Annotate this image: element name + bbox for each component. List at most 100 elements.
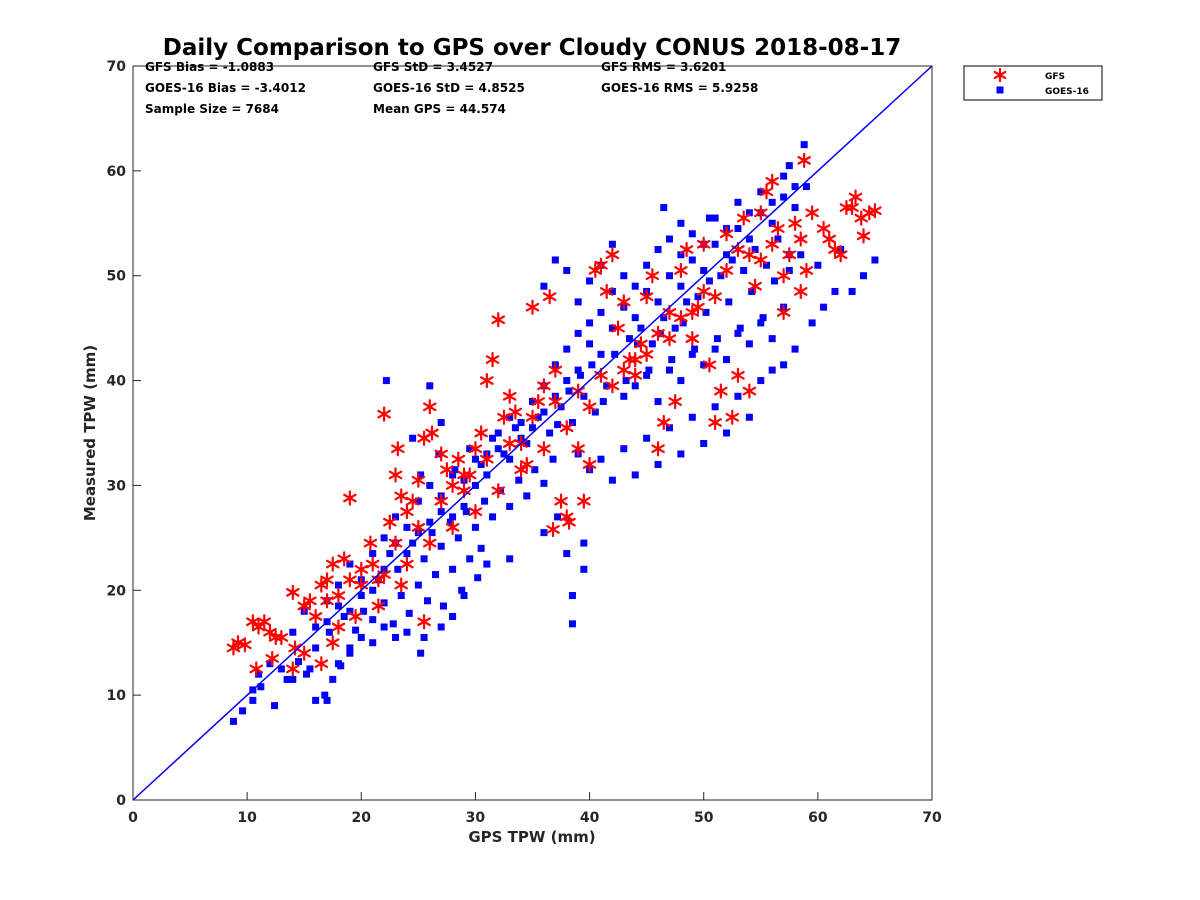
goes16-point xyxy=(860,272,868,280)
goes16-point xyxy=(768,366,776,374)
gfs-point xyxy=(257,614,272,630)
goes16-point xyxy=(382,377,390,385)
goes16-point xyxy=(409,434,417,442)
goes16-point xyxy=(711,345,719,353)
goes16-point xyxy=(654,246,662,253)
goes16-point xyxy=(634,340,642,348)
gfs-point xyxy=(445,477,460,494)
goes16-point xyxy=(677,282,685,290)
gfs-point xyxy=(394,488,408,504)
goes16-point xyxy=(677,219,685,227)
gfs-point xyxy=(776,268,791,284)
goes16-point xyxy=(671,324,679,332)
goes16-point xyxy=(529,398,536,406)
gfs-point xyxy=(742,247,757,263)
gfs-point xyxy=(514,462,528,478)
goes16-point xyxy=(688,350,696,358)
goes16-point xyxy=(637,324,645,332)
goes16-point xyxy=(728,256,736,264)
goes16-point xyxy=(494,429,502,437)
goes16-point xyxy=(449,471,457,479)
goes16-point xyxy=(734,225,742,233)
goes16-point xyxy=(289,628,297,636)
gfs-point xyxy=(388,467,403,483)
goes16-point xyxy=(449,513,457,521)
goes16-point xyxy=(540,282,548,290)
goes16-point xyxy=(586,277,594,285)
gfs-point xyxy=(480,451,494,467)
goes16-point xyxy=(325,628,333,636)
goes16-point xyxy=(705,214,713,222)
gfs-point xyxy=(434,446,448,462)
gfs-point xyxy=(742,383,757,399)
gfs-point xyxy=(331,587,346,604)
goes16-point xyxy=(734,329,742,337)
gfs-point xyxy=(645,268,660,284)
gfs-point xyxy=(383,514,397,530)
gfs-point xyxy=(274,629,289,646)
goes16-point xyxy=(757,188,765,196)
goes16-point xyxy=(848,287,856,295)
goes16-point xyxy=(312,696,320,704)
goes16-point xyxy=(808,319,816,327)
goes16-point xyxy=(668,356,676,364)
goes16-point xyxy=(665,424,673,432)
gfs-point xyxy=(605,247,620,263)
goes16-point xyxy=(751,246,759,253)
goes16-point xyxy=(517,419,525,427)
goes16-point xyxy=(711,214,719,222)
gfs-point xyxy=(423,535,437,551)
gfs-point xyxy=(639,346,654,362)
goes16-point xyxy=(414,581,422,589)
goes16-point xyxy=(705,277,713,285)
goes16-point xyxy=(283,675,291,683)
goes16-point xyxy=(723,429,731,437)
goes16-point xyxy=(725,298,733,306)
goes16-point xyxy=(563,550,571,558)
gfs-point xyxy=(308,608,323,625)
goes16-point xyxy=(800,141,808,149)
gfs-point xyxy=(562,514,576,530)
gfs-point xyxy=(400,504,414,520)
goes16-point xyxy=(831,287,839,295)
goes16-point xyxy=(631,382,639,390)
gfs-point xyxy=(531,393,545,410)
gfs-point xyxy=(765,236,779,252)
goes16-point xyxy=(643,434,651,442)
gfs-point xyxy=(320,572,334,588)
gfs-point xyxy=(571,441,585,457)
gfs-point xyxy=(331,619,346,635)
goes16-point xyxy=(677,450,685,458)
goes16-point xyxy=(531,466,539,474)
goes16-point xyxy=(745,235,753,243)
goes16-point xyxy=(780,193,788,201)
gfs-point xyxy=(776,304,791,321)
goes16-point xyxy=(711,240,719,248)
gfs-point xyxy=(314,656,329,672)
goes16-point xyxy=(648,340,656,348)
gfs-point xyxy=(674,262,688,279)
gfs-point xyxy=(868,203,882,219)
goes16-point xyxy=(437,542,445,550)
goes16-point xyxy=(352,626,360,634)
goes16-point xyxy=(711,403,719,411)
y-tick-label: 20 xyxy=(107,583,127,599)
goes16-point xyxy=(563,345,571,353)
stat-sample-size: Sample Size = 7684 xyxy=(145,102,279,116)
y-tick-label: 50 xyxy=(107,269,127,285)
goes16-point xyxy=(439,602,447,610)
goes16-point xyxy=(791,204,799,212)
gfs-point xyxy=(391,441,405,457)
goes16-point xyxy=(622,377,630,385)
gfs-point xyxy=(759,184,774,200)
goes16-point xyxy=(392,513,400,521)
legend-label-gfs: GFS xyxy=(1045,72,1065,82)
gfs-point xyxy=(848,189,863,205)
gfs-point xyxy=(297,645,311,661)
gfs-point xyxy=(546,521,560,538)
gfs-point xyxy=(685,304,700,321)
gfs-point xyxy=(599,283,614,300)
y-axis-label: Measured TPW (mm) xyxy=(81,345,99,521)
gfs-point xyxy=(782,247,797,263)
goes16-point xyxy=(611,350,619,358)
